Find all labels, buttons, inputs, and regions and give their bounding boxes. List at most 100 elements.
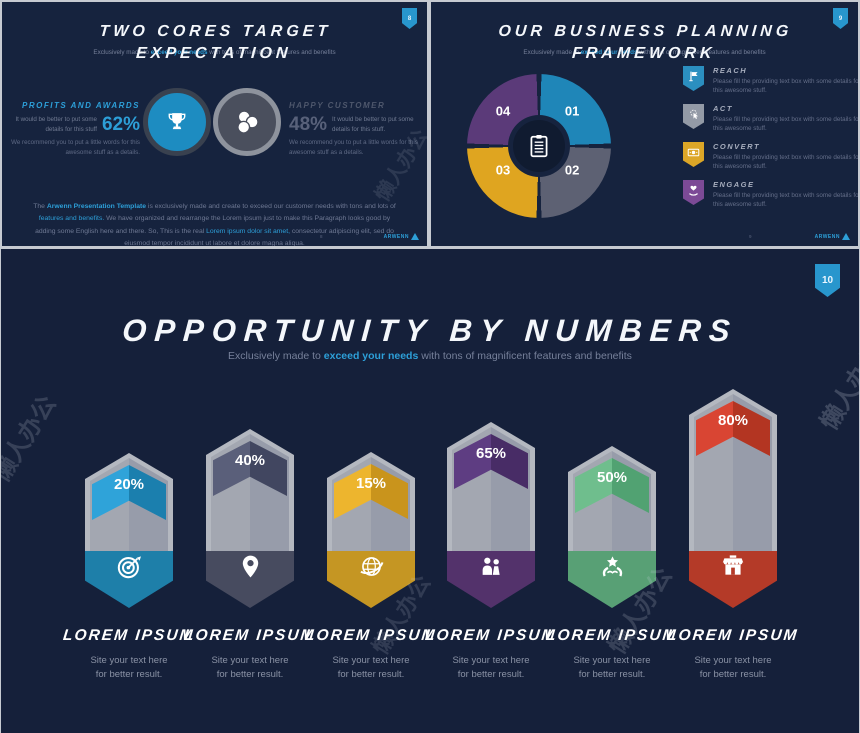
icon-pennant <box>689 551 777 608</box>
brand-logo-arrow-icon <box>842 233 850 240</box>
customers-stat: HAPPY CUSTOMER 48% It would be better to… <box>289 101 421 158</box>
subtitle-highlight: exceed your needs <box>323 349 419 362</box>
caption-line: for better result. <box>95 668 163 680</box>
customers-circle <box>213 88 281 156</box>
slide-title: TWO CORES TARGET EXPECTATION <box>2 21 427 66</box>
customers-heading: HAPPY CUSTOMER <box>289 101 386 110</box>
customers-percent: 48% <box>289 114 328 136</box>
profits-stat: PROFITS AND AWARDS It would be better to… <box>8 101 140 158</box>
trophy-icon <box>168 113 186 130</box>
column-body: 80% <box>689 389 777 551</box>
framework-item-title: ACT <box>713 104 733 113</box>
column-footer-4: LOREM IPSUM Site your text here for bett… <box>424 627 557 682</box>
column-label: LOREM IPSUM <box>666 627 800 644</box>
slide-framework: 9 OUR BUSINESS PLANNING FRAMEWORK Exclus… <box>431 2 858 246</box>
caption-line: for better result. <box>337 668 405 680</box>
column-body: 50% <box>568 446 656 551</box>
slide-title-line1: OUR BUSINESS PLANNING <box>497 22 793 40</box>
hex-column-1: 20% <box>85 453 173 608</box>
page-badge: 10 <box>815 264 840 297</box>
icon-pennant <box>85 551 173 608</box>
caption-line: for better result. <box>216 668 284 680</box>
click-icon <box>690 109 699 120</box>
profits-percent: 62% <box>101 114 140 136</box>
globe-icon <box>359 556 383 576</box>
slide-subtitle: Exclusively made to exceed your needs wi… <box>431 49 858 56</box>
slide-title-line2: FRAMEWORK <box>571 45 717 63</box>
column-label: LOREM IPSUM <box>545 627 679 644</box>
hex-column-3: 15% <box>327 452 415 608</box>
framework-item-desc: Please fill the providing text box with … <box>713 192 858 209</box>
framework-item-engage: ENGAGE Please fill the providing text bo… <box>683 180 858 209</box>
subtitle-post: with tons of magnificent features and be… <box>207 49 336 57</box>
flag-icon <box>689 71 698 82</box>
customers-note: It would be better to put some details f… <box>332 116 414 133</box>
caption-line: Site your text here <box>573 655 651 666</box>
profits-detail: We recommend you to put a little words f… <box>11 139 140 157</box>
slide-title-line2: EXPECTATION <box>135 45 293 63</box>
percent-label: 50% <box>596 469 628 486</box>
people-icon <box>482 557 500 575</box>
subtitle-post: with tons of magnificent features and be… <box>637 49 766 57</box>
percent-label: 40% <box>234 452 266 469</box>
click-shield <box>683 104 704 129</box>
slide-title: OUR BUSINESS PLANNING FRAMEWORK <box>431 21 858 66</box>
page-number: 9 <box>749 234 752 239</box>
column-footer-3: LOREM IPSUM Site your text here for bett… <box>304 627 437 682</box>
money-icon <box>687 148 700 157</box>
pin-icon <box>242 555 258 577</box>
profits-row: It would be better to put some details f… <box>8 115 140 134</box>
customers-row: 48% It would be better to put some detai… <box>289 115 421 134</box>
framework-item-desc: Please fill the providing text box with … <box>713 116 858 133</box>
brand-logo: ARWENN <box>384 233 419 240</box>
page-badge: 9 <box>833 8 848 29</box>
brand-logo-text: ARWENN <box>383 233 409 240</box>
hex-column-5: 50% <box>568 446 656 608</box>
target-icon <box>117 555 141 578</box>
brand-logo: ARWENN <box>815 233 850 240</box>
column-caption: Site your text here for better result. <box>332 654 409 682</box>
column-label: LOREM IPSUM <box>424 627 558 644</box>
hex-column-6: 80% <box>689 389 777 608</box>
subtitle-highlight: exceed your needs <box>580 49 638 57</box>
column-caption: Site your text here for better result. <box>573 654 650 682</box>
column-caption: Site your text here for better result. <box>694 654 771 682</box>
icon-pennant <box>206 551 294 608</box>
framework-item-title: CONVERT <box>713 142 761 151</box>
hex-column-4: 65% <box>447 422 535 608</box>
framework-item-desc: Please fill the providing text box with … <box>713 154 858 171</box>
caption-line: for better result. <box>699 668 767 680</box>
para-brand: Arwenn Presentation Template <box>46 202 147 210</box>
brand-logo-text: ARWENN <box>814 233 840 240</box>
slide-subtitle: Exclusively made to exceed your needs wi… <box>1 350 859 362</box>
column-body: 65% <box>447 422 535 551</box>
page-badge-number: 9 <box>838 15 843 22</box>
framework-item-act: ACT Please fill the providing text box w… <box>683 104 858 133</box>
description-paragraph: The Arwenn Presentation Template is excl… <box>32 201 397 246</box>
framework-item-text: ACT Please fill the providing text box w… <box>713 104 858 133</box>
heart-hand-shield <box>683 180 704 205</box>
framework-item-title: ENGAGE <box>713 180 755 189</box>
subtitle-highlight: exceed your needs <box>150 49 208 57</box>
customers-detail: We recommend you to put a little words f… <box>289 139 418 157</box>
brand-logo-arrow-icon <box>411 233 419 240</box>
percent-label: 65% <box>475 445 507 462</box>
icon-pennant <box>568 551 656 608</box>
page-badge-number: 10 <box>821 275 834 286</box>
column-footer-5: LOREM IPSUM Site your text here for bett… <box>545 627 678 682</box>
percent-label: 80% <box>717 412 749 429</box>
percent-label: 20% <box>113 476 145 493</box>
clipboard-icon <box>530 134 548 158</box>
core-circles <box>143 88 283 158</box>
icon-pennant <box>447 551 535 608</box>
page-badge: 8 <box>402 8 417 29</box>
column-footer-2: LOREM IPSUM Site your text here for bett… <box>183 627 316 682</box>
subtitle-pre: Exclusively made to <box>523 49 581 57</box>
care-icon <box>602 555 622 576</box>
column-footer-6: LOREM IPSUM Site your text here for bett… <box>666 627 799 682</box>
column-body: 15% <box>327 452 415 551</box>
column-caption: Site your text here for better result. <box>211 654 288 682</box>
caption-line: for better result. <box>457 668 525 680</box>
para-seg: The <box>33 202 47 210</box>
